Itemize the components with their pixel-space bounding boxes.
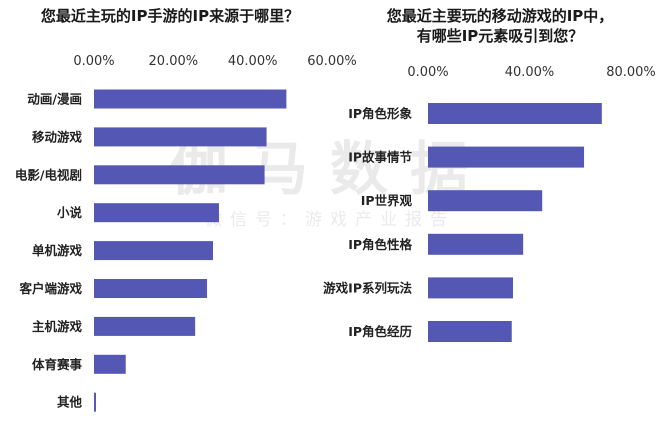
right-bar: [428, 233, 524, 255]
left-category-label: 移动游戏: [32, 129, 83, 144]
left-bar: [94, 316, 196, 336]
left-category-label: 小说: [56, 205, 83, 220]
left-category-label: 单机游戏: [32, 243, 83, 258]
left-tick-label: 60.00%: [307, 54, 357, 69]
right-chart-title: 您最近主要玩的移动游戏的IP中， 有哪些IP元素吸引到您？: [386, 7, 614, 45]
right-category-label: IP故事情节: [348, 150, 412, 165]
left-bar: [94, 392, 96, 412]
right-category-label: IP角色经历: [348, 324, 412, 339]
left-category-label: 动画/漫画: [27, 92, 82, 107]
left-category-label: 其他: [57, 395, 83, 410]
right-bar: [428, 103, 602, 124]
right-category-label: 游戏IP系列玩法: [323, 280, 412, 295]
left-bar: [94, 241, 213, 261]
right-category-label: IP角色性格: [348, 237, 412, 252]
right-bar: [428, 277, 514, 299]
left-bar: [94, 203, 219, 223]
right-bar: [428, 146, 585, 168]
right-category-label: IP角色形象: [348, 106, 412, 121]
left-tick-label: 0.00%: [73, 54, 114, 69]
left-bar: [94, 279, 208, 298]
right-bar: [428, 321, 512, 342]
left-bar: [94, 127, 267, 147]
left-chart-title: 您最近主玩的IP手游的IP来源于哪里？: [40, 7, 300, 25]
right-bar: [428, 190, 543, 212]
right-tick-label: 0.00%: [407, 65, 448, 80]
left-bar: [94, 354, 126, 374]
left-tick-label: 40.00%: [228, 54, 278, 69]
right-tick-label: 40.00%: [505, 65, 555, 80]
left-bar: [94, 165, 265, 185]
left-tick-label: 20.00%: [149, 54, 199, 69]
left-category-label: 体育赛事: [32, 357, 83, 372]
left-bar: [94, 89, 287, 109]
right-tick-label: 80.00%: [606, 65, 656, 80]
left-category-label: 客户端游戏: [18, 281, 82, 296]
left-category-label: 主机游戏: [32, 319, 83, 334]
right-category-label: IP世界观: [361, 193, 413, 208]
left-category-label: 电影/电视剧: [15, 167, 82, 182]
